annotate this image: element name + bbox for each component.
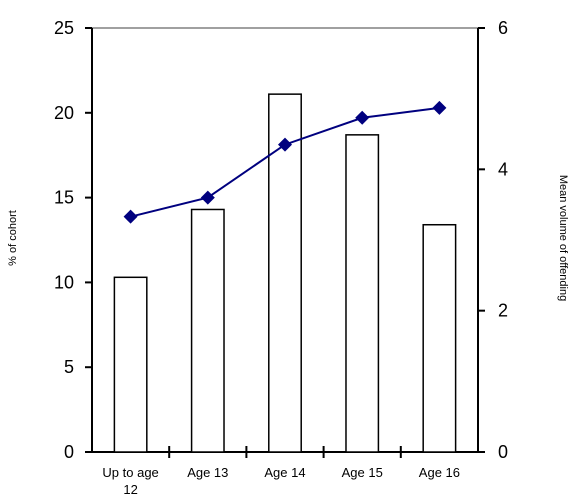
- line-point: [123, 209, 138, 224]
- y-tick-label: 20: [54, 103, 74, 123]
- bar: [190, 208, 225, 453]
- y2-axis-title: Mean volume of offending: [557, 175, 569, 301]
- y-tick-label: 0: [64, 442, 74, 462]
- y2-tick-label: 6: [498, 18, 508, 38]
- y-tick-label: 15: [54, 188, 74, 208]
- bar: [345, 134, 380, 453]
- x-tick-label: Age 16: [419, 465, 460, 480]
- line-point: [432, 100, 447, 115]
- y-tick-label: 10: [54, 272, 74, 292]
- left-axis-ticks: 0 5 10 15 20 25: [54, 18, 92, 462]
- y-axis-title: % of cohort: [7, 210, 19, 266]
- y-tick-label: 5: [64, 357, 74, 377]
- right-axis-ticks: 0 2 4 6: [478, 18, 508, 462]
- y2-tick-label: 2: [498, 301, 508, 321]
- bar-series: [113, 93, 457, 453]
- y2-tick-label: 0: [498, 442, 508, 462]
- x-tick-label: Age 14: [264, 465, 305, 480]
- y2-tick-label: 4: [498, 159, 508, 179]
- x-tick-label: Age 13: [187, 465, 228, 480]
- bar: [268, 93, 302, 453]
- line-point: [200, 190, 215, 205]
- bar: [113, 276, 148, 453]
- line-point: [355, 110, 370, 125]
- x-tick-label: Up to age 12: [102, 465, 158, 497]
- bar: [422, 223, 457, 453]
- x-tick-label: Age 15: [342, 465, 383, 480]
- line-series: [123, 100, 447, 224]
- y-tick-label: 25: [54, 18, 74, 38]
- x-axis-ticks: Up to age 12 Age 13 Age 14 Age 15 Age 16: [102, 446, 460, 497]
- line-point: [278, 137, 292, 152]
